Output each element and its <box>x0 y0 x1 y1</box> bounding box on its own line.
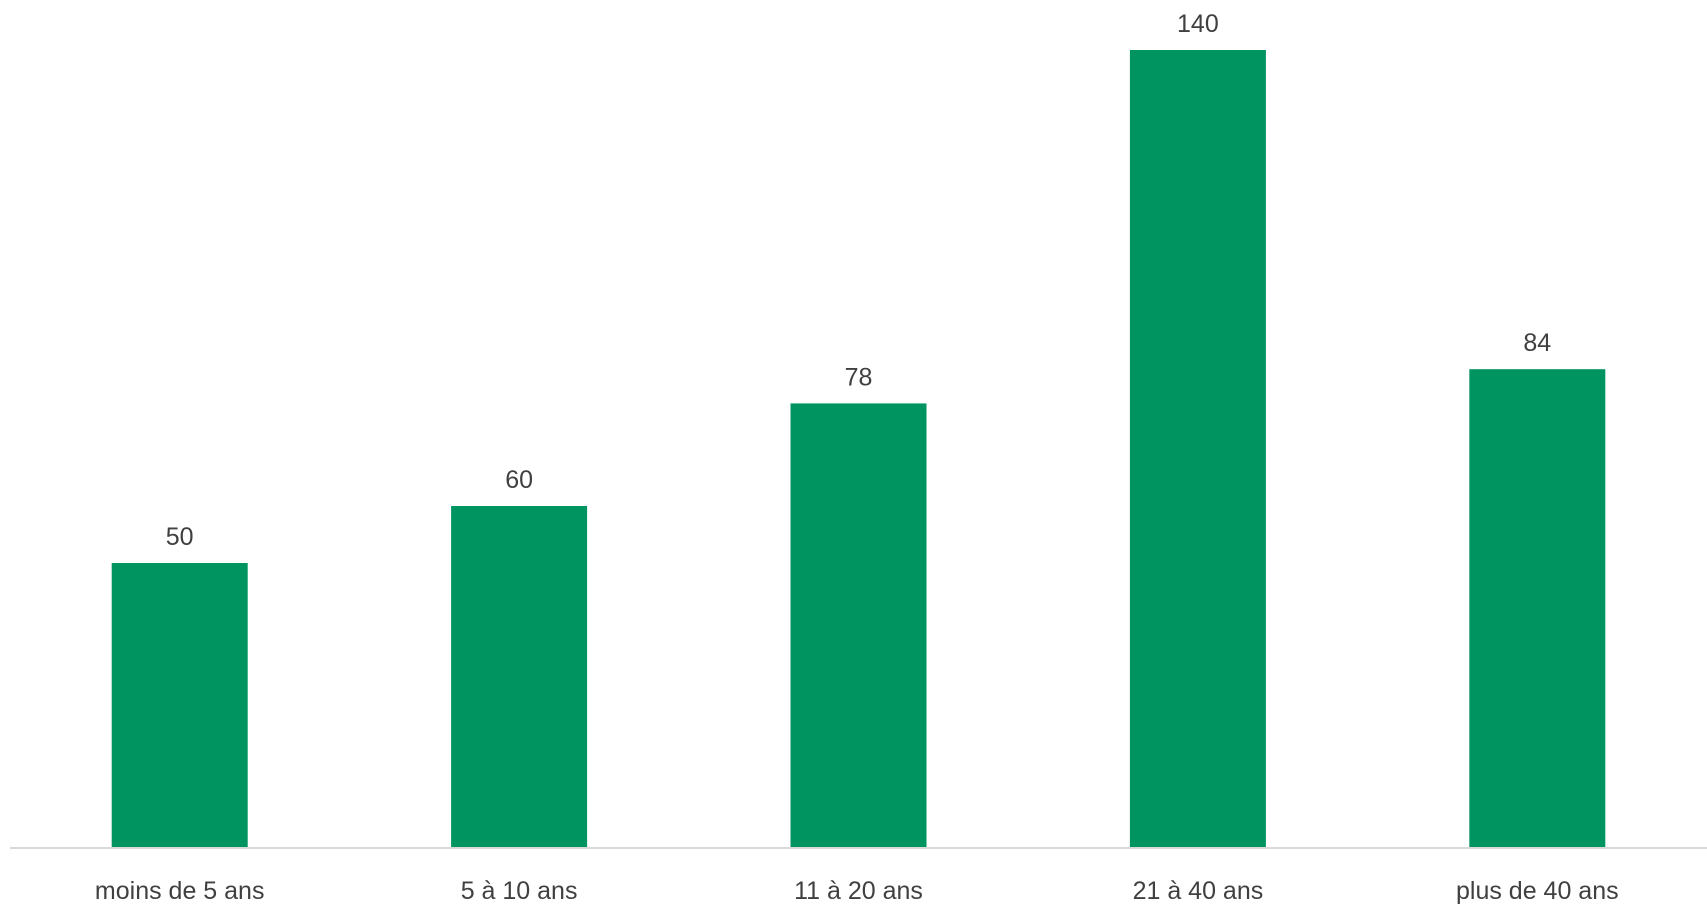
x-tick-label: 21 à 40 ans <box>1133 877 1264 905</box>
bar <box>790 403 927 848</box>
bars-layer <box>111 50 1606 848</box>
x-tick-label: moins de 5 ans <box>95 877 265 905</box>
x-tick-labels-layer: moins de 5 ans 5 à 10 ans 11 à 20 ans 21 à … <box>95 877 1619 905</box>
data-label: 50 <box>166 523 194 551</box>
x-tick-label: 11 à 20 ans <box>794 877 923 905</box>
data-labels-layer: 50 60 78 140 84 <box>166 10 1552 551</box>
data-label: 78 <box>845 363 873 391</box>
bar <box>451 506 588 848</box>
bar <box>1469 369 1606 848</box>
bar <box>1129 50 1266 848</box>
x-tick-label: plus de 40 ans <box>1456 877 1619 905</box>
bar <box>111 563 248 848</box>
data-label: 60 <box>505 466 533 494</box>
data-label: 84 <box>1523 329 1551 357</box>
x-tick-label: 5 à 10 ans <box>461 877 578 905</box>
data-label: 140 <box>1177 10 1219 38</box>
